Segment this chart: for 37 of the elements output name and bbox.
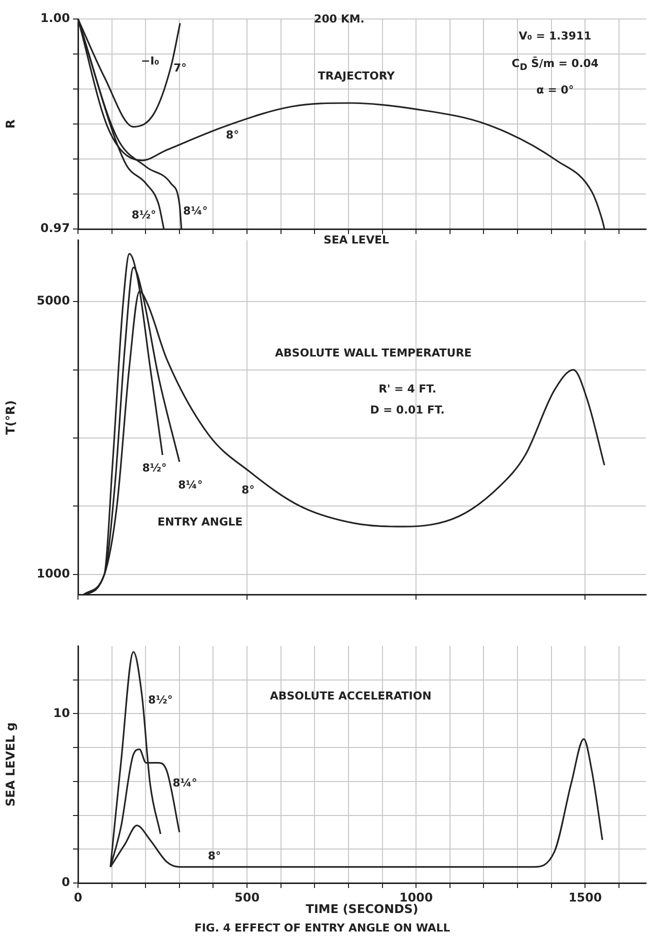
- annotation: C$_{D}$ S̄/m = 0.04: [512, 57, 599, 74]
- x-tick-label: 500: [234, 890, 260, 904]
- text: TRAJECTORY: [318, 69, 395, 82]
- y-tick-label: 0.97: [40, 221, 70, 236]
- annotation: α = 0°: [536, 84, 574, 97]
- series-label: 7°: [174, 62, 187, 75]
- y-tick-label: 1.00: [40, 11, 70, 26]
- x-tick-label: 1500: [568, 890, 602, 904]
- annotation: ENTRY ANGLE: [158, 516, 243, 529]
- series-label: 8°: [242, 484, 255, 497]
- y-tick-label: 5000: [36, 294, 70, 308]
- y-axis-title: R: [3, 119, 18, 129]
- annotation: SEA LEVEL: [324, 233, 389, 246]
- x-tick-label: 1000: [399, 890, 433, 904]
- annotation: 200 KM.: [314, 12, 364, 26]
- series-label: 8°: [208, 849, 221, 862]
- y-tick-label: 1000: [36, 566, 70, 580]
- series-label: 8½°: [142, 462, 167, 474]
- series-label: 8½°: [132, 208, 156, 222]
- series-label: 8¼°: [178, 478, 203, 492]
- series-label: 8¼°: [172, 776, 198, 790]
- y-axis-title: SEA LEVEL g: [3, 722, 18, 807]
- text: ABSOLUTE WALL TEMPERATURE: [275, 346, 472, 360]
- x-axis-title: TIME (SECONDS): [306, 902, 418, 916]
- series-label: 8¼°: [183, 204, 208, 218]
- caption: FIG. 4 EFFECT OF ENTRY ANGLE ON WALL: [194, 922, 450, 935]
- x-tick-label: 0: [74, 890, 82, 904]
- series-label: 8½°: [148, 693, 173, 706]
- text: ABSOLUTE ACCELERATION: [270, 689, 432, 702]
- y-axis-title: T(°R): [3, 400, 18, 435]
- annotation: R' = 4 FT.: [378, 382, 436, 396]
- annotation: V₀ = 1.3911: [518, 29, 592, 42]
- y-tick-label: 0: [62, 875, 70, 890]
- annotation: −I₀: [141, 54, 160, 68]
- series-label: 8°: [226, 128, 240, 142]
- y-tick-label: 10: [53, 706, 70, 720]
- annotation: D = 0.01 FT.: [370, 404, 445, 417]
